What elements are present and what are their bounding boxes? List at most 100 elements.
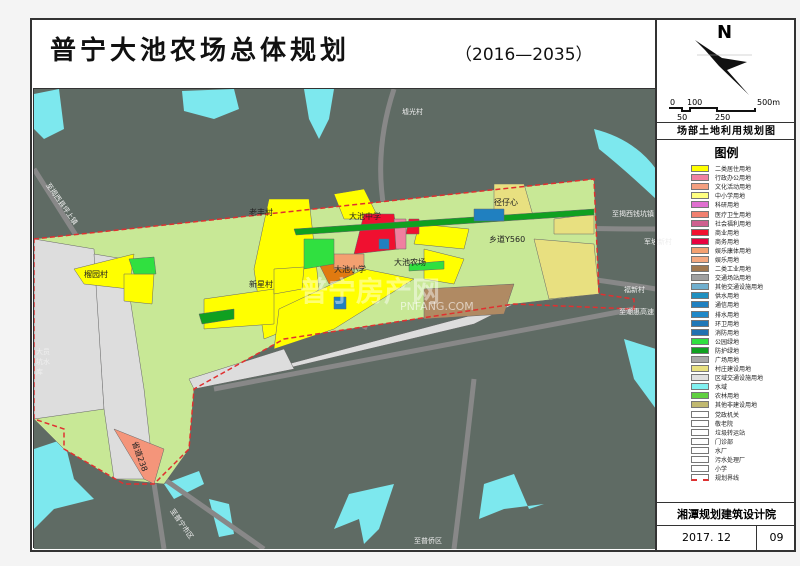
legend-label: 广场用地 — [715, 357, 740, 365]
compass-icon — [669, 40, 756, 112]
scale-100: 100 — [687, 98, 703, 107]
legend-item: 广场用地 — [691, 355, 795, 364]
north-label: N — [717, 22, 733, 43]
legend-label: 其他非建设用地 — [715, 402, 758, 410]
legend-item: 公园绿地 — [691, 337, 795, 346]
legend-label: 水域 — [715, 384, 728, 392]
map-subtitle: 场部土地利用规划图 — [657, 122, 796, 140]
legend-item: 交通场站用地 — [691, 273, 795, 282]
legend-swatch — [691, 283, 709, 291]
label-junpo: 军坡新村 — [644, 238, 672, 246]
scale-500: 500m — [757, 98, 781, 107]
legend-label: 村庄建设用地 — [715, 366, 752, 374]
scale-250: 250 — [715, 113, 731, 122]
legend-item: 文化活动用地 — [691, 182, 795, 191]
legend-label: 娱乐康体用地 — [715, 247, 752, 255]
scale-50: 50 — [677, 113, 688, 122]
legend-item: 商务用地 — [691, 237, 795, 246]
legend-swatch — [691, 301, 709, 309]
legend-item: 水厂 — [691, 446, 795, 455]
legend-item: 村庄建设用地 — [691, 364, 795, 373]
legend-swatch — [691, 410, 709, 418]
legend-item: 规划界线 — [691, 473, 795, 482]
legend-label: 水厂 — [715, 447, 728, 455]
label-laofeng: 老丰村 — [249, 208, 273, 217]
legend-item: 二类居住用地 — [691, 164, 795, 173]
legend-swatch — [691, 274, 709, 282]
legend-swatch — [691, 474, 709, 482]
legend-swatch — [691, 446, 709, 454]
legend-label: 社会福利用地 — [715, 220, 752, 228]
legend-swatch — [691, 255, 709, 263]
legend-label: 敬老院 — [715, 420, 734, 428]
scale-bar — [669, 107, 756, 112]
watermark: 普宁房产网 — [300, 275, 441, 308]
scale-0: 0 — [670, 98, 676, 107]
legend-label: 防护绿地 — [715, 347, 740, 355]
legend-swatch — [691, 437, 709, 445]
label-jingzaixin: 径仔心 — [494, 198, 518, 207]
legend-item: 垃圾转运站 — [691, 428, 795, 437]
label-xinxing: 新星村 — [249, 280, 273, 289]
legend-item: 环卫用地 — [691, 319, 795, 328]
legend-label: 医疗卫生用地 — [715, 211, 752, 219]
legend-swatch — [691, 383, 709, 391]
legend-item: 社会福利用地 — [691, 219, 795, 228]
legend-swatch — [691, 328, 709, 336]
legend-swatch — [691, 428, 709, 436]
legend-label: 规划界线 — [715, 475, 740, 483]
legend-item: 行政办公用地 — [691, 173, 795, 182]
legend-item: 区域交通设施用地 — [691, 373, 795, 382]
legend-label: 排水用地 — [715, 311, 740, 319]
legend: 二类居住用地 行政办公用地 文化活动用地中小学用地 科研用地 医疗卫生用地 社会福利用地商… — [691, 164, 795, 482]
legend-swatch — [691, 237, 709, 245]
label-road-y560: 乡道Y560 — [489, 235, 526, 244]
legend-label: 农林用地 — [715, 393, 740, 401]
legend-swatch — [691, 337, 709, 345]
label-farm: 大池农场 — [394, 258, 426, 267]
legend-item: 小学 — [691, 464, 795, 473]
legend-swatch — [691, 419, 709, 427]
legend-label: 二类居住用地 — [715, 166, 752, 174]
legend-label: 中小学用地 — [715, 193, 746, 201]
legend-item: 防护绿地 — [691, 346, 795, 355]
label-liuyuan: 榴园村 — [84, 270, 108, 279]
legend-swatch — [691, 246, 709, 254]
land-parcels — [33, 178, 635, 485]
legend-label: 公园绿地 — [715, 338, 740, 346]
map-canvas[interactable]: 墟光村 大池中学 径仔心 至揭西钱坑镇 乡道Y560 军坡新村 福新村 至潮惠高… — [31, 88, 672, 552]
sheet-number: 09 — [769, 531, 784, 544]
legend-item: 排水用地 — [691, 310, 795, 319]
label-primary-school: 大池小学 — [334, 265, 366, 274]
legend-swatch — [691, 165, 709, 173]
legend-item: 污水处理厂 — [691, 455, 795, 464]
legend-swatch — [691, 310, 709, 318]
legend-item: 其他非建设用地 — [691, 400, 795, 409]
legend-swatch — [691, 356, 709, 364]
legend-label: 区域交通设施用地 — [715, 375, 764, 383]
legend-label: 党政机关 — [715, 411, 740, 419]
legend-item: 通信用地 — [691, 300, 795, 309]
legend-swatch — [691, 319, 709, 327]
legend-item: 敬老院 — [691, 419, 795, 428]
label-to-qiankeng: 至揭西钱坑镇 — [612, 210, 654, 218]
legend-swatch — [691, 174, 709, 182]
legend-label: 污水处理厂 — [715, 457, 746, 465]
legend-swatch — [691, 210, 709, 218]
legend-item: 二类工业用地 — [691, 264, 795, 273]
legend-title: 图例 — [714, 146, 739, 160]
land-use-map — [31, 88, 657, 552]
legend-label: 通信用地 — [715, 302, 740, 310]
legend-item: 医疗卫生用地 — [691, 209, 795, 219]
label-village: 墟光村 — [402, 108, 423, 116]
legend-swatch — [691, 292, 709, 300]
institute-name: 湘潭规划建筑设计院 — [657, 502, 796, 526]
north-arrow: N 0 100 500m 50 250 — [657, 20, 796, 122]
legend-swatch — [691, 365, 709, 373]
page-title: 普宁大池农场总体规划 — [50, 36, 351, 66]
watermark-url: PNFANG.COM — [400, 300, 474, 313]
legend-label: 消防用地 — [715, 329, 740, 337]
legend-label: 其他交通设施用地 — [715, 284, 764, 292]
legend-label: 科研用地 — [715, 202, 740, 210]
legend-swatch — [691, 401, 709, 409]
